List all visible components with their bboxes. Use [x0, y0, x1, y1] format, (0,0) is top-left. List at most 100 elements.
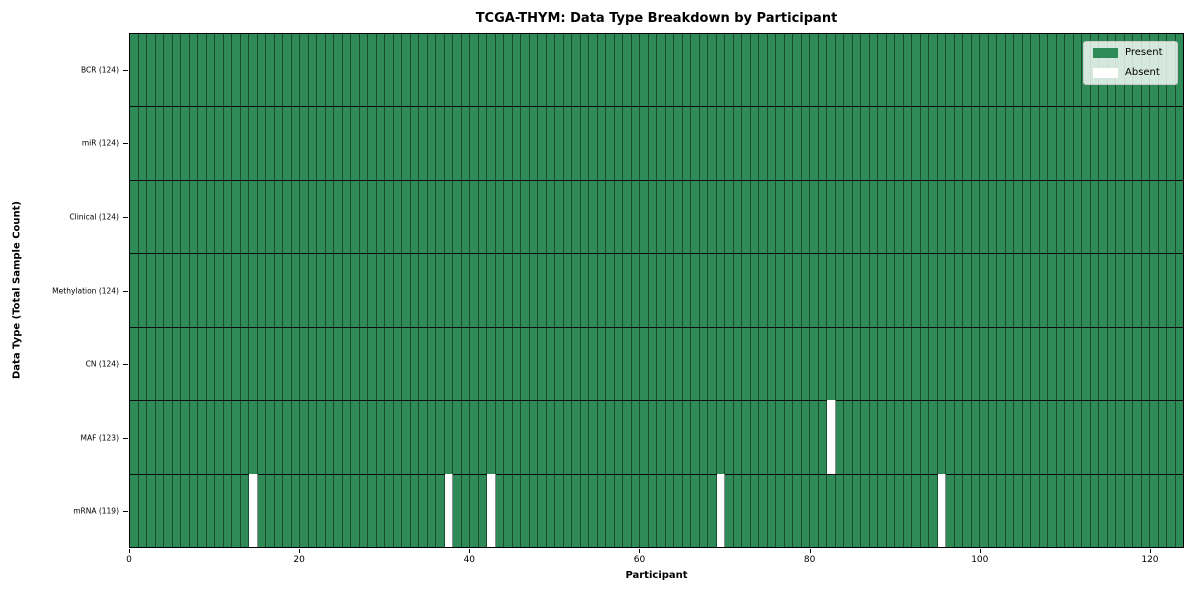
heatmap-cell-present: [291, 254, 300, 327]
heatmap-cell-present: [1141, 254, 1150, 327]
heatmap-cell-present: [198, 34, 207, 107]
heatmap-cell-present: [903, 474, 912, 547]
heatmap-cell-present: [954, 180, 963, 254]
heatmap-cell-present: [1099, 327, 1108, 401]
heatmap-cell-present: [1022, 254, 1031, 327]
heatmap-cell-present: [1175, 327, 1183, 401]
heatmap-cell-present: [308, 254, 317, 327]
heatmap-cell-present: [138, 401, 147, 474]
heatmap-cell-present: [954, 474, 963, 547]
heatmap-cell-present: [198, 327, 207, 401]
heatmap-cell-present: [181, 180, 190, 254]
heatmap-cell-present: [385, 34, 394, 107]
heatmap-cell-present: [521, 180, 530, 254]
heatmap-cell-present: [1082, 107, 1091, 180]
heatmap-cell-present: [946, 107, 955, 180]
heatmap-row-CN: [130, 326, 1183, 401]
heatmap-cell-present: [308, 34, 317, 107]
heatmap-cell-present: [912, 180, 921, 254]
heatmap-cell-present: [665, 327, 674, 401]
heatmap-cell-present: [359, 254, 368, 327]
heatmap-cell-present: [325, 34, 334, 107]
heatmap-cell-present: [827, 474, 836, 547]
heatmap-cell-present: [1014, 107, 1023, 180]
heatmap-cell-present: [997, 401, 1006, 474]
heatmap-cell-present: [1065, 107, 1074, 180]
heatmap-cell-present: [249, 107, 258, 180]
heatmap-cell-present: [257, 401, 266, 474]
heatmap-cell-present: [291, 107, 300, 180]
heatmap-cell-present: [240, 327, 249, 401]
heatmap-cell-present: [852, 474, 861, 547]
heatmap-cell-present: [682, 327, 691, 401]
heatmap-cell-present: [750, 107, 759, 180]
heatmap-cell-present: [912, 401, 921, 474]
heatmap-cell-present: [1167, 180, 1176, 254]
heatmap-cell-present: [249, 254, 258, 327]
heatmap-cell-present: [223, 180, 232, 254]
heatmap-cell-present: [691, 107, 700, 180]
heatmap-cell-present: [274, 254, 283, 327]
heatmap-cell-present: [1175, 401, 1183, 474]
heatmap-cell-present: [419, 401, 428, 474]
heatmap-cell-present: [470, 401, 479, 474]
x-tick-label: 100: [971, 555, 989, 565]
heatmap-cell-present: [206, 254, 215, 327]
heatmap-cell-present: [155, 327, 164, 401]
heatmap-cell-present: [274, 474, 283, 547]
heatmap-cell-present: [546, 180, 555, 254]
heatmap-cell-present: [546, 401, 555, 474]
heatmap-cell-present: [852, 180, 861, 254]
heatmap-cell-present: [869, 474, 878, 547]
heatmap-cell-present: [793, 474, 802, 547]
heatmap-cell-present: [1090, 401, 1099, 474]
heatmap-cell-present: [793, 180, 802, 254]
heatmap-cell-present: [852, 34, 861, 107]
heatmap-cell-present: [1082, 180, 1091, 254]
heatmap-cell-present: [232, 474, 241, 547]
x-tick-mark: [979, 549, 981, 553]
heatmap-cell-present: [147, 254, 156, 327]
heatmap-cell-present: [682, 254, 691, 327]
heatmap-cell-present: [1073, 474, 1082, 547]
heatmap-cell-present: [1158, 254, 1167, 327]
heatmap-cell-present: [674, 254, 683, 327]
heatmap-cell-present: [538, 254, 547, 327]
heatmap-cell-present: [334, 254, 343, 327]
heatmap-cell-present: [504, 180, 513, 254]
heatmap-cell-present: [580, 180, 589, 254]
heatmap-cell-present: [886, 107, 895, 180]
heatmap-cell-present: [801, 180, 810, 254]
heatmap-cell-present: [470, 180, 479, 254]
heatmap-cell-present: [529, 254, 538, 327]
heatmap-cell-present: [1107, 401, 1116, 474]
heatmap-cell-present: [1056, 34, 1065, 107]
heatmap-cell-present: [818, 107, 827, 180]
heatmap-cell-present: [640, 254, 649, 327]
heatmap-cell-present: [1158, 474, 1167, 547]
heatmap-cell-present: [589, 474, 598, 547]
heatmap-cell-present: [232, 254, 241, 327]
heatmap-cell-present: [954, 34, 963, 107]
heatmap-cell-present: [189, 327, 198, 401]
heatmap-cell-present: [1099, 474, 1108, 547]
heatmap-cell-present: [648, 254, 657, 327]
heatmap-cell-present: [512, 107, 521, 180]
heatmap-cell-present: [759, 327, 768, 401]
heatmap-cell-present: [1065, 180, 1074, 254]
heatmap-cell-present: [172, 254, 181, 327]
heatmap-cell-present: [147, 34, 156, 107]
heatmap-cell-present: [827, 327, 836, 401]
heatmap-cell-present: [869, 107, 878, 180]
heatmap-cell-present: [597, 180, 606, 254]
heatmap-cell-present: [1090, 107, 1099, 180]
heatmap-cell-present: [708, 327, 717, 401]
heatmap-cell-present: [257, 34, 266, 107]
heatmap-cell-present: [750, 401, 759, 474]
heatmap-cell-present: [334, 474, 343, 547]
heatmap-cell-present: [138, 327, 147, 401]
heatmap-cell-present: [674, 474, 683, 547]
heatmap-cell-present: [810, 401, 819, 474]
heatmap-cell-present: [852, 107, 861, 180]
heatmap-cell-present: [283, 327, 292, 401]
